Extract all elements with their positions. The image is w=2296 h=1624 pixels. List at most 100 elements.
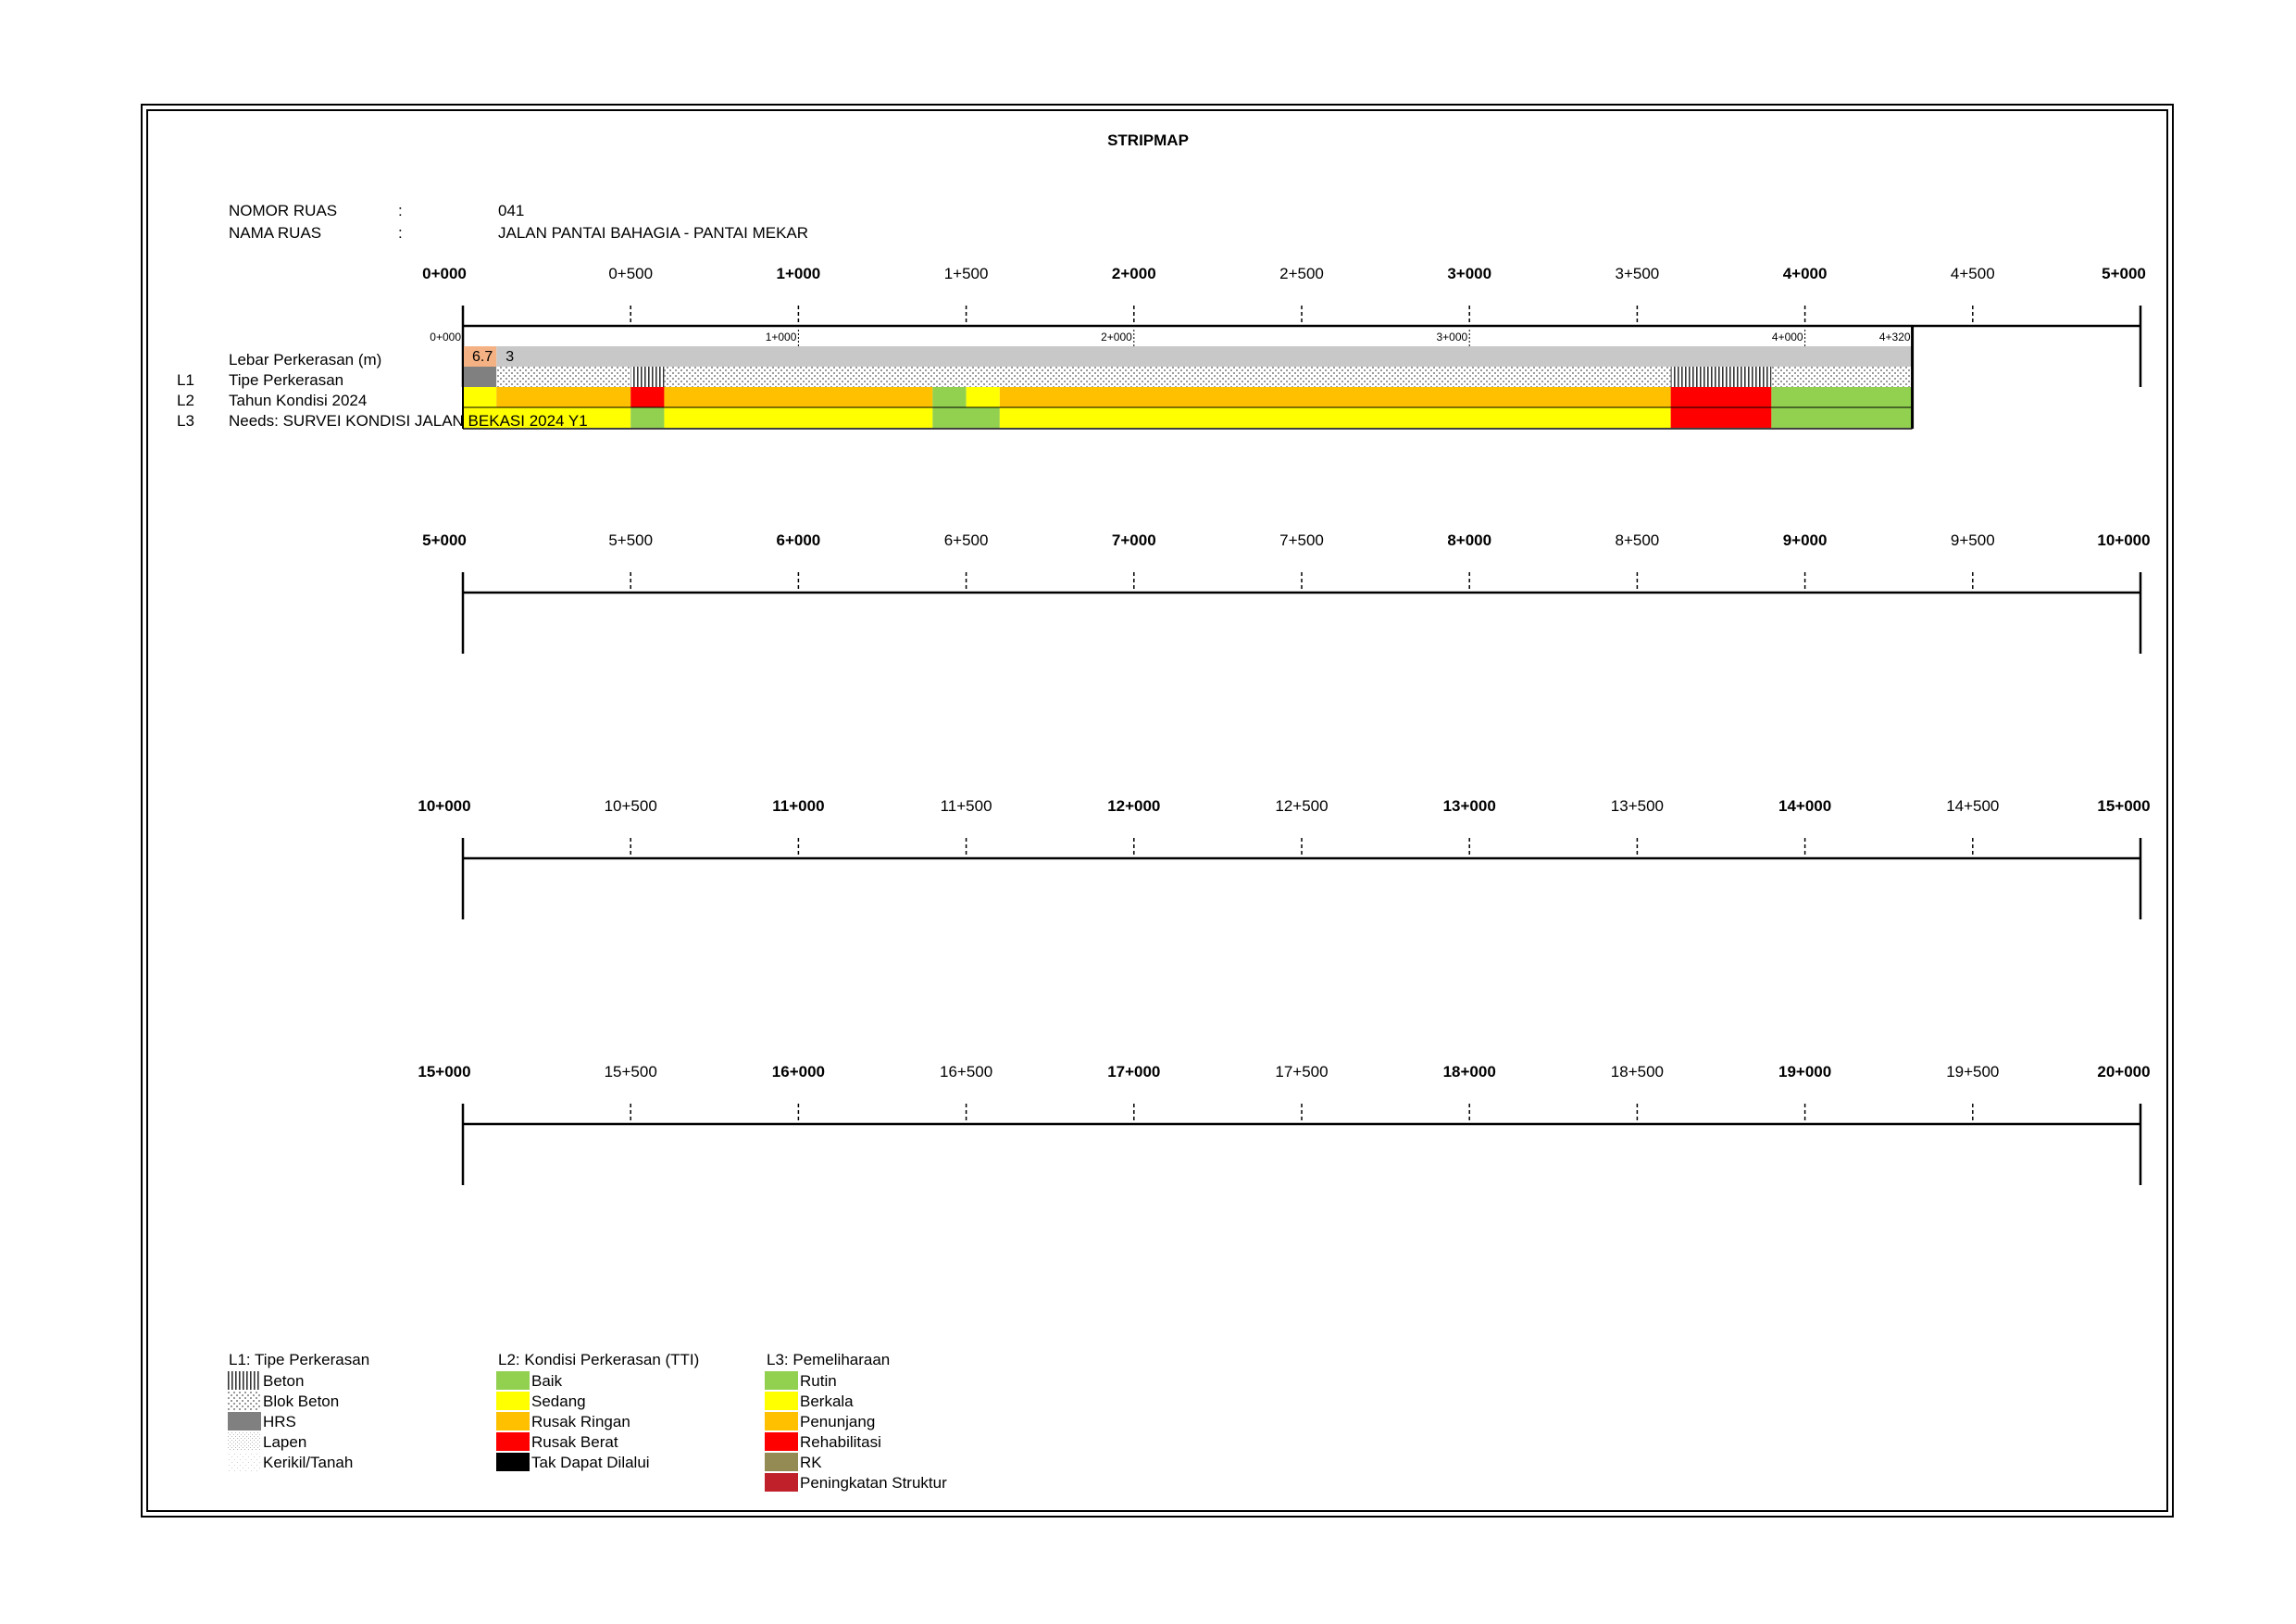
strip-km-label: 5+000 xyxy=(2102,265,2146,282)
strip-km-label: 1+000 xyxy=(777,265,821,282)
strip-1: 5+000 5+500 6+000 6+500 7+000 7+500 8+000 8+500… xyxy=(422,531,2151,654)
l2-segment xyxy=(999,387,1671,407)
strip-km-label: 11+000 xyxy=(772,797,824,815)
strip-km-label: 18+500 xyxy=(1611,1063,1664,1081)
strip-km-label: 7+500 xyxy=(1279,531,1324,549)
inner-frame xyxy=(146,109,2168,1512)
strip-km-label: 1+500 xyxy=(944,265,989,282)
legend-item-rusak-ringan: Rusak Ringan xyxy=(531,1413,630,1430)
legend-swatch-rutin xyxy=(765,1371,798,1390)
strip-km-label: 10+000 xyxy=(418,797,470,815)
l3-segment xyxy=(1670,407,1772,428)
strip-km-label: 3+500 xyxy=(1616,265,1660,282)
nomor-ruas-label: NOMOR RUAS xyxy=(229,202,338,219)
strip-km-label: 15+500 xyxy=(605,1063,657,1081)
strip-km-label: 15+000 xyxy=(2097,797,2150,815)
row-code-l1: L1 xyxy=(177,371,194,389)
legend-item-rehabilitasi: Rehabilitasi xyxy=(800,1433,881,1451)
strip-km-label: 11+500 xyxy=(941,797,992,815)
strip-km-label: 6+000 xyxy=(777,531,821,549)
lebar-segment xyxy=(496,346,1913,367)
strip-km-label: 2+500 xyxy=(1279,265,1324,282)
l1-segment xyxy=(1771,367,1913,387)
strip-km-label: 4+500 xyxy=(1951,265,1995,282)
nama-ruas-label: NAMA RUAS xyxy=(229,224,322,242)
legend-l3-title: L3: Pemeliharaan xyxy=(767,1351,891,1368)
row-code-l2: L2 xyxy=(177,392,194,409)
l3-segment xyxy=(1771,407,1913,428)
legend-item-blok-beton: Blok Beton xyxy=(263,1393,340,1410)
strip-km-label: 3+000 xyxy=(1447,265,1491,282)
legend-swatch-sedang xyxy=(496,1392,530,1410)
road-sub-label: 3+000 xyxy=(1436,331,1467,344)
strip-3: 15+000 15+500 16+000 16+500 17+000 17+500 18+0… xyxy=(418,1063,2151,1185)
legend-swatch-rk xyxy=(765,1453,798,1471)
l3-segment xyxy=(932,407,1000,428)
strip-km-label: 0+500 xyxy=(608,265,653,282)
legend-swatch-tak-dapat-dilalui xyxy=(496,1453,530,1471)
legend-item-rutin: Rutin xyxy=(800,1372,837,1390)
nomor-ruas-value: 041 xyxy=(498,202,525,219)
l2-segment xyxy=(496,387,631,407)
strip-km-label: 13+000 xyxy=(1443,797,1496,815)
road-sub-label: 4+320 xyxy=(1879,331,1911,344)
road-sub-label: 1+000 xyxy=(766,331,797,344)
l3-segment xyxy=(463,407,631,428)
strip-km-label: 16+500 xyxy=(940,1063,992,1081)
strip-2: 10+000 10+500 11+000 11+500 12+000 12+500 13+0… xyxy=(418,797,2151,919)
legend-swatch-rusak-ringan xyxy=(496,1412,530,1430)
row-code-l3: L3 xyxy=(177,412,194,430)
legend-swatch-baik xyxy=(496,1371,530,1390)
nama-ruas-value: JALAN PANTAI BAHAGIA - PANTAI MEKAR xyxy=(498,224,809,242)
strip-km-label: 8+500 xyxy=(1616,531,1660,549)
road-sub-label: 2+000 xyxy=(1101,331,1132,344)
legend-item-tak-dapat-dilalui: Tak Dapat Dilalui xyxy=(531,1454,650,1471)
road-strip: 0+000 1+000 2+000 3+000 4+000 4+320 6.7 3 xyxy=(430,306,1915,430)
legend-swatch-rusak-berat xyxy=(496,1432,530,1451)
row-label-l2: Tahun Kondisi 2024 xyxy=(229,392,368,409)
strip-km-label: 5+000 xyxy=(422,531,467,549)
legend-item-baik: Baik xyxy=(531,1372,563,1390)
legend-item-penunjang: Penunjang xyxy=(800,1413,876,1430)
l3-segment xyxy=(664,407,933,428)
l2-segment xyxy=(966,387,1000,407)
strip-km-label: 8+000 xyxy=(1447,531,1491,549)
row-label-lebar: Lebar Perkerasan (m) xyxy=(229,351,382,369)
legend-swatch-kerikil xyxy=(228,1453,261,1471)
strip-km-label: 19+000 xyxy=(1778,1063,1831,1081)
strip-km-label: 12+000 xyxy=(1107,797,1160,815)
l1-segment xyxy=(630,367,665,387)
strip-km-label: 16+000 xyxy=(772,1063,825,1081)
strip-km-label: 9+500 xyxy=(1951,531,1995,549)
strip-km-label: 18+000 xyxy=(1443,1063,1496,1081)
l1-segment xyxy=(463,367,497,387)
row-label-l1: Tipe Perkerasan xyxy=(229,371,344,389)
legend-item-rk: RK xyxy=(800,1454,822,1471)
outer-frame xyxy=(141,104,2174,1518)
lebar-value: 3 xyxy=(505,349,514,365)
road-sub-label: 0+000 xyxy=(430,331,461,344)
nomor-ruas-colon: : xyxy=(398,202,403,219)
lebar-value: 6.7 xyxy=(472,349,493,365)
l1-segment xyxy=(496,367,631,387)
legend-swatch-peningkatan-struktur xyxy=(765,1473,798,1492)
legend-item-hrs: HRS xyxy=(263,1413,296,1430)
strip-km-label: 19+500 xyxy=(1946,1063,1999,1081)
strip-km-label: 4+000 xyxy=(1783,265,1828,282)
legend-swatch-beton xyxy=(228,1371,261,1390)
strip-km-label: 10+500 xyxy=(605,797,657,815)
strip-km-label: 6+500 xyxy=(944,531,989,549)
legend-swatch-blok-beton xyxy=(228,1392,261,1410)
l1-segment xyxy=(1670,367,1772,387)
strip-km-label: 13+500 xyxy=(1611,797,1664,815)
legend-item-peningkatan-struktur: Peningkatan Struktur xyxy=(800,1474,947,1492)
road-sub-label: 4+000 xyxy=(1772,331,1803,344)
l3-segment xyxy=(999,407,1671,428)
l2-segment xyxy=(932,387,967,407)
page-title: STRIPMAP xyxy=(1107,131,1189,149)
l2-segment xyxy=(664,387,933,407)
legend-swatch-berkala xyxy=(765,1392,798,1410)
strip-km-label: 17+000 xyxy=(1107,1063,1160,1081)
